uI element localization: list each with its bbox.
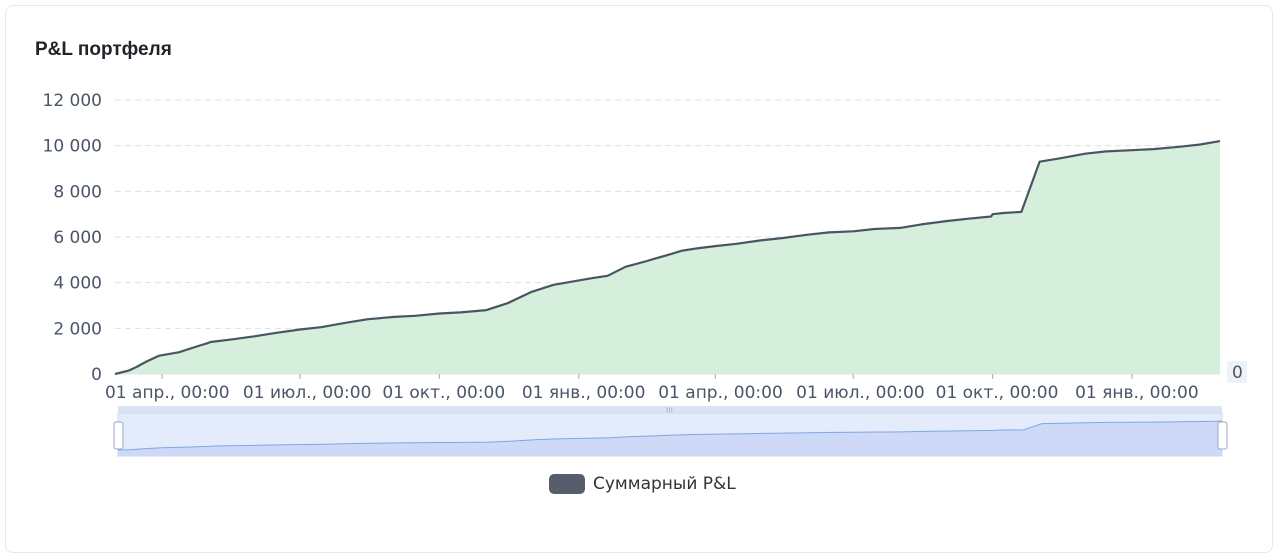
right-axis-label: 0 <box>1232 363 1243 383</box>
x-tick-label: 01 окт., 00:00 <box>382 383 505 403</box>
data-zoom-slider[interactable]: ||| <box>113 406 1228 457</box>
zoom-handle-right[interactable] <box>1217 421 1228 450</box>
x-tick-label: 01 апр., 00:00 <box>658 383 783 403</box>
x-tick-label: 01 окт., 00:00 <box>936 383 1059 403</box>
legend-swatch <box>549 474 585 494</box>
zoom-preview-area <box>118 421 1222 456</box>
zoom-preview-line <box>117 420 1223 451</box>
legend-label: Суммарный P&L <box>593 474 736 494</box>
x-tick-label: 01 апр., 00:00 <box>105 383 230 403</box>
series-layer <box>114 140 1221 376</box>
y-tick-label: 0 <box>91 365 102 385</box>
series-line[interactable] <box>114 140 1221 376</box>
x-tick-label: 01 июл., 00:00 <box>796 383 924 403</box>
y-tick-label: 4 000 <box>53 274 102 294</box>
x-axis: 01 апр., 00:00 01 июл., 00:00 01 окт., 00:… <box>105 374 1199 403</box>
y-tick-label: 8 000 <box>53 182 102 202</box>
zoom-top-bar[interactable] <box>118 406 1222 414</box>
y-tick-label: 12 000 <box>43 91 102 111</box>
right-label-bg <box>1227 361 1247 383</box>
zoom-handle-left[interactable] <box>113 421 124 450</box>
y-tick-label: 6 000 <box>53 228 102 248</box>
series-area <box>115 141 1220 374</box>
y-axis: 0 2 000 4 000 6 000 8 000 10 000 12 000 <box>43 91 102 385</box>
x-tick-label: 01 июл., 00:00 <box>243 383 371 403</box>
y-tick-label: 10 000 <box>43 137 102 157</box>
zoom-grip-icon[interactable]: ||| <box>666 406 673 416</box>
y-tick-label: 2 000 <box>53 319 102 339</box>
chart-title: P&L портфеля <box>35 39 172 60</box>
legend[interactable]: Суммарный P&L <box>549 474 736 494</box>
x-tick-label: 01 янв., 00:00 <box>1075 383 1199 403</box>
x-tick-label: 01 янв., 00:00 <box>522 383 646 403</box>
